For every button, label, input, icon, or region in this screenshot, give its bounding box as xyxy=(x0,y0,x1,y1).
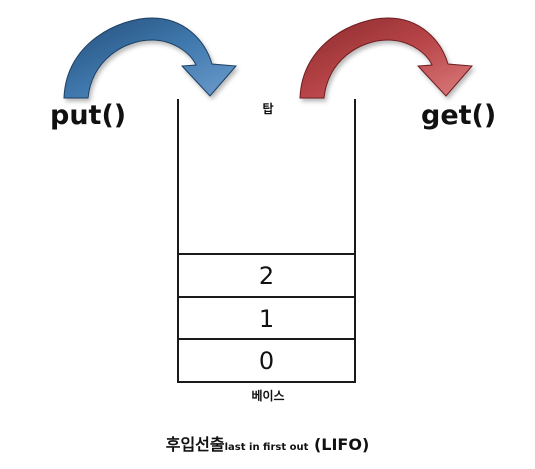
put-arrow-icon xyxy=(63,17,238,99)
stack-base-label: 베이스 xyxy=(251,389,285,403)
stack-container xyxy=(177,99,356,383)
stack-slot-value: 1 xyxy=(258,305,275,333)
stack-slot-value: 2 xyxy=(258,262,275,290)
put-label: put() xyxy=(50,100,127,131)
stack-top-label: 탑 xyxy=(262,102,274,116)
get-arrow-icon xyxy=(299,17,474,99)
caption-main: 후입선출 xyxy=(165,435,225,454)
stack-slot-value: 0 xyxy=(258,347,275,375)
caption-subscript: last in first out xyxy=(224,442,309,453)
get-label: get() xyxy=(421,100,497,131)
caption-acronym: (LIFO) xyxy=(313,435,370,454)
caption: 후입선출last in first out (LIFO) xyxy=(0,431,535,455)
